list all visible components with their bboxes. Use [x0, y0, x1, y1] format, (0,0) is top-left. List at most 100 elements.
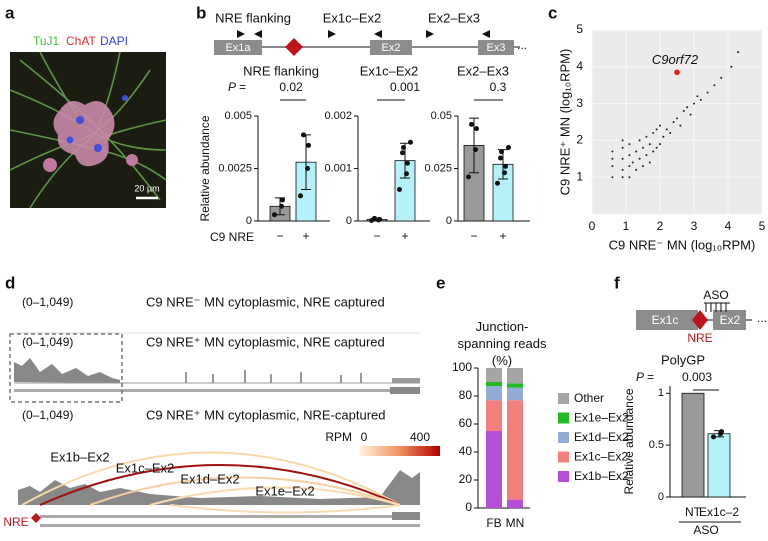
- data-point: [638, 139, 641, 142]
- track-range: (0–1,049): [22, 335, 73, 349]
- track-range: (0–1,049): [22, 295, 73, 309]
- x-tick-label: NT: [685, 505, 702, 519]
- colorbar-max: 400: [410, 430, 430, 444]
- data-point: [737, 51, 740, 54]
- panel-label: c: [548, 3, 557, 22]
- data-point: [621, 139, 624, 142]
- data-point: [642, 165, 644, 168]
- panel-label: b: [196, 3, 206, 22]
- aso-label: ASO: [703, 288, 728, 302]
- nre-label: NRE: [687, 331, 712, 345]
- junction-arc: [21, 451, 401, 506]
- colorbar-min: 0: [361, 430, 368, 444]
- y-tick-label: 40: [459, 444, 473, 458]
- data-point: [713, 84, 716, 87]
- panel-label: d: [5, 273, 15, 292]
- x-tick-label: +: [499, 229, 506, 243]
- data-point: [621, 176, 624, 179]
- data-point: [645, 135, 648, 138]
- data-point: [642, 146, 644, 149]
- y-tick-label: 60: [459, 416, 473, 430]
- aso-comb: [704, 302, 730, 312]
- data-point: [272, 212, 277, 218]
- data-point: [652, 150, 655, 153]
- data-point: [503, 163, 508, 169]
- more: ...: [517, 38, 527, 52]
- y-tick-label: 0: [346, 215, 352, 227]
- junction-arc: [169, 504, 401, 514]
- data-point: [628, 154, 631, 157]
- x-tick-label: 5: [759, 219, 766, 233]
- p-value: 0.02: [279, 80, 303, 94]
- data-point: [611, 176, 614, 179]
- legend-swatch: [558, 471, 569, 482]
- junction-arc: [39, 464, 401, 506]
- legend-label: Ex1e–Ex2: [574, 411, 629, 425]
- legend-swatch: [558, 432, 569, 443]
- bar-segment: [486, 386, 502, 401]
- exon: [370, 40, 412, 55]
- x-tick-label: 2: [657, 219, 664, 233]
- data-point: [466, 174, 471, 180]
- junction-arcs: [21, 451, 401, 514]
- data-point: [638, 157, 641, 160]
- y-tick-label: 0.002: [324, 110, 352, 122]
- stain-label: ChAT: [66, 34, 96, 48]
- exon: [713, 310, 746, 330]
- primer: [374, 30, 382, 38]
- peak: [244, 370, 246, 383]
- data-point: [306, 142, 311, 148]
- data-point: [669, 132, 672, 135]
- track-title: C9 NRE⁺ MN cytoplasmic, NRE-captured: [146, 407, 385, 422]
- y-tick-label: 1: [576, 169, 583, 183]
- data-point: [298, 193, 303, 199]
- bar-segment: [507, 383, 523, 388]
- track-title: C9 NRE⁻ MN cytoplasmic, NRE captured: [146, 294, 385, 309]
- legend-label: Other: [574, 391, 604, 405]
- nre-label: NRE: [3, 515, 28, 529]
- chart-title: NRE flanking: [243, 63, 319, 78]
- primers: [237, 30, 490, 38]
- y-tick-label: 80: [459, 388, 473, 402]
- bar-segment: [507, 499, 523, 508]
- junction-label: Ex1b–Ex2: [50, 449, 109, 464]
- x-tick-label: MN: [506, 516, 525, 530]
- junction-label: Ex1d–Ex2: [180, 471, 239, 486]
- data-point: [506, 145, 511, 150]
- bar-segment: [507, 368, 523, 384]
- exon-label: Ex3: [487, 42, 506, 54]
- primer-label: Ex2–Ex3: [428, 10, 480, 25]
- legend-label: Ex1b–Ex2: [574, 469, 629, 483]
- highlight-point: [674, 69, 680, 76]
- bar-segment: [507, 387, 523, 401]
- peak: [340, 375, 342, 383]
- x-tick-label: −: [373, 229, 380, 243]
- data-point: [665, 128, 668, 131]
- data-point: [279, 203, 284, 209]
- exon: [478, 40, 514, 55]
- panel-label: e: [436, 273, 445, 292]
- x-tick-label: 3: [691, 219, 698, 233]
- peak: [185, 372, 187, 383]
- zoom-box: [9, 333, 123, 403]
- y-tick-label: 0: [446, 215, 452, 227]
- junction-label: Ex1e–Ex2: [255, 483, 314, 498]
- data-point: [682, 109, 685, 112]
- coverage: [14, 358, 120, 383]
- junction-arc: [149, 486, 401, 506]
- highlight-label: C9orf72: [652, 52, 699, 67]
- y-tick-label: 20: [459, 472, 473, 486]
- stain-label: TuJ1: [33, 34, 60, 48]
- data-point: [405, 160, 410, 166]
- nucleus: [94, 144, 102, 152]
- data-point: [469, 121, 474, 127]
- chart-title: PolyGP: [661, 352, 705, 367]
- legend-swatch: [558, 451, 569, 463]
- data-point: [400, 150, 405, 156]
- p-label: P =: [228, 80, 246, 94]
- bar-segment: [507, 400, 523, 500]
- y-tick-label: 3: [576, 96, 583, 110]
- data-point: [499, 149, 504, 155]
